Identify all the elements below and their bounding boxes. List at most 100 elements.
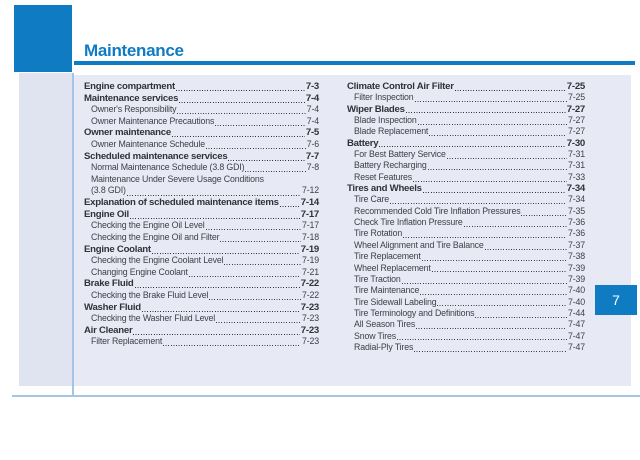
toc-leader-dots [133,333,300,335]
toc-leader-dots [179,101,305,103]
toc-leader-dots [205,229,301,231]
toc-leader-dots [405,112,566,114]
toc-entry: Wheel Alignment and Tire Balance 7-37 [347,240,585,251]
toc-entry-label: Radial-Ply Tires [354,341,414,352]
toc-entry-page: 7-23 [300,324,319,336]
toc-leader-dots [228,159,305,161]
chapter-tab: 7 [595,285,637,315]
toc-entry-label: (3.8 GDI) [91,185,126,196]
toc-entry: Tire Traction 7-39 [347,274,585,285]
toc-leader-dots [126,194,301,196]
toc-entry-page: 7-3 [305,81,319,92]
toc-entry-page: 7-47 [567,341,585,352]
toc-leader-dots [134,287,300,289]
toc-entry: Climate Control Air Filter 7-25 [347,81,585,92]
toc-entry: Check Tire Inflation Pressure 7-36 [347,217,585,228]
toc-entry-page: 7-21 [301,266,319,277]
toc-leader-dots [463,225,567,227]
toc-entry-page: 7-31 [567,160,585,171]
toc-leader-dots [521,214,567,216]
toc-entry: Air Cleaner 7-23 [84,325,319,337]
toc-entry-label: Filter Replacement [91,336,163,347]
toc-entry-page: 7-27 [567,115,585,126]
toc-entry-label: Changing Engine Coolant [91,266,188,277]
toc-entry: Blade Replacement 7-27 [347,126,585,137]
toc-leader-dots [437,305,567,307]
toc-leader-dots [175,90,305,92]
toc-leader-dots [379,146,566,148]
toc-entry: Filter Inspection 7-25 [347,92,585,103]
toc-entry-label: Owner's Responsibility [91,104,177,115]
toc-leader-dots [397,339,567,341]
toc-entry-label: Checking the Washer Fluid Level [91,313,216,324]
toc-entry-label: For Best Battery Service [354,149,446,160]
toc-entry-label: Owner Maintenance Precautions [91,115,215,126]
toc-entry-label: Blade Inspection [354,115,417,126]
toc-entry-page: 7-27 [566,103,585,115]
toc-leader-dots [446,157,567,159]
toc-leader-dots [220,240,301,242]
toc-entry-page: 7-4 [305,92,319,104]
toc-leader-dots [151,252,300,254]
toc-entry-page: 7-33 [567,171,585,182]
toc-leader-dots [413,180,567,182]
toc-entry-label: Washer Fluid [84,301,141,313]
toc-entry: Checking the Washer Fluid Level 7-23 [84,313,319,325]
toc-entry-label: Scheduled maintenance services [84,150,228,162]
vertical-divider-line [71,73,74,396]
toc-entry-label: Check Tire Inflation Pressure [354,217,463,228]
toc-entry-page: 7-40 [567,296,585,307]
toc-entry-label: Wiper Blades [347,103,405,115]
toc-entry-label: Checking the Engine Coolant Level [91,255,224,266]
toc-entry: Owner Maintenance Precautions 7-4 [84,116,319,128]
toc-leader-dots [475,316,567,318]
toc-entry-label: All Season Tires [354,319,416,330]
toc-entry: Tire Replacement 7-38 [347,251,585,262]
toc-entry-page: 7-17 [301,220,319,231]
toc-entry: Owner maintenance 7-5 [84,127,319,139]
toc-entry-label: Wheel Replacement [354,262,431,273]
toc-entry-label: Maintenance services [84,92,179,104]
toc-leader-dots [429,135,567,137]
toc-leader-dots [416,327,567,329]
toc-entry-page: 7-7 [305,150,319,162]
toc-entry: Normal Maintenance Schedule (3.8 GDI) 7-8 [84,162,319,174]
toc-entry-page: 7-23 [301,336,319,347]
toc-entry: Wheel Replacement 7-39 [347,263,585,274]
toc-entry-label: Filter Inspection [354,92,414,103]
toc-entry-label: Checking the Engine Oil Level [91,220,205,231]
toc-leader-dots [129,217,300,219]
toc-leader-dots [403,237,567,239]
toc-leader-dots [216,322,301,324]
left-margin-strip [19,73,72,386]
toc-leader-dots [414,350,567,352]
toc-leader-dots [422,191,566,193]
toc-entry-page: 7-30 [566,137,585,149]
toc-leader-dots [389,203,567,205]
toc-entry-label: Reset Features [354,171,413,182]
toc-entry-label: Owner Maintenance Schedule [91,139,205,150]
toc-entry-page: 7-47 [567,319,585,330]
toc-entry-page: 7-14 [300,197,319,209]
toc-entry-page: 7-12 [301,185,319,196]
toc-entry-page: 7-34 [567,194,585,205]
toc-entry: Tire Sidewall Labeling 7-40 [347,297,585,308]
toc-entry: Engine Oil 7-17 [84,209,319,221]
toc-entry: For Best Battery Service 7-31 [347,149,585,160]
toc-leader-dots [141,310,300,312]
toc-entry-label: Tire Sidewall Labeling [354,296,437,307]
toc-entry-page: 7-39 [567,262,585,273]
toc-entry: Wiper Blades 7-27 [347,104,585,115]
toc-leader-dots [224,264,301,266]
chapter-title: Maintenance [84,41,184,60]
toc-entry-label: Explanation of scheduled maintenance ite… [84,197,279,209]
toc-leader-dots [421,259,567,261]
toc-entry-page: 7-23 [300,301,319,313]
toc-entry: Explanation of scheduled maintenance ite… [84,197,319,209]
toc-entry: Tire Rotation 7-36 [347,228,585,239]
toc-entry-page: 7-34 [566,183,585,195]
toc-leader-dots [163,345,301,347]
toc-entry-label: Engine Oil [84,208,129,220]
toc-entry: (3.8 GDI) 7-12 [84,185,319,197]
toc-entry-label: Blade Replacement [354,126,429,137]
